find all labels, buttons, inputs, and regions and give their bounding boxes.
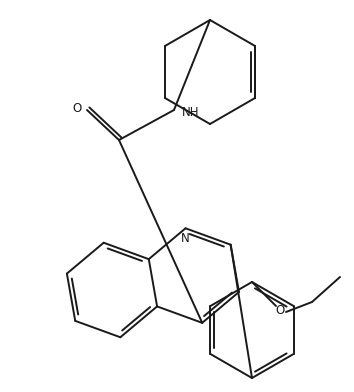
Text: N: N <box>181 232 190 245</box>
Text: O: O <box>275 303 285 316</box>
Text: O: O <box>72 102 82 114</box>
Text: NH: NH <box>182 105 200 118</box>
